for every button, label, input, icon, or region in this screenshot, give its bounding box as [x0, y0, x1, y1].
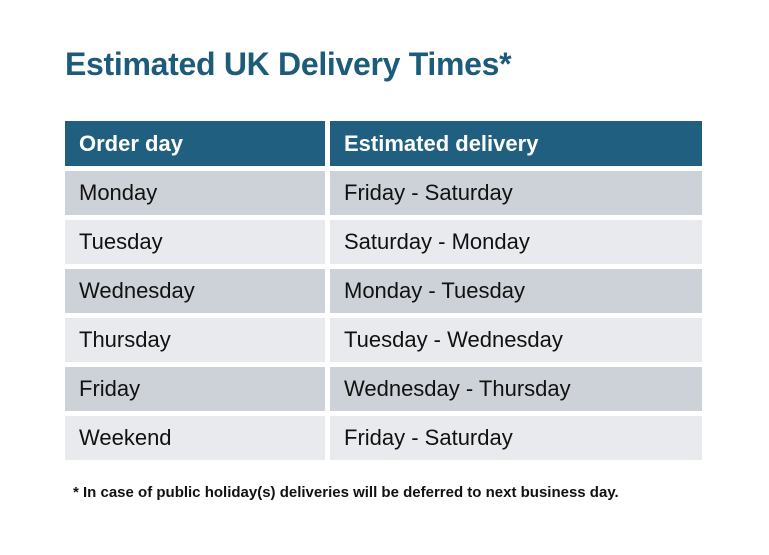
- table-cell-order-day: Wednesday: [65, 269, 325, 313]
- footnote: * In case of public holiday(s) deliverie…: [73, 484, 619, 501]
- column-header-order-day: Order day: [65, 121, 325, 166]
- table-cell-order-day: Monday: [65, 171, 325, 215]
- table-cell-estimated-delivery: Saturday - Monday: [330, 220, 702, 264]
- column-header-estimated-delivery: Estimated delivery: [330, 121, 702, 166]
- table-cell-estimated-delivery: Friday - Saturday: [330, 416, 702, 460]
- table-cell-estimated-delivery: Monday - Tuesday: [330, 269, 702, 313]
- table-cell-estimated-delivery: Friday - Saturday: [330, 171, 702, 215]
- table-cell-order-day: Tuesday: [65, 220, 325, 264]
- page-title: Estimated UK Delivery Times*: [65, 46, 512, 82]
- table-cell-estimated-delivery: Tuesday - Wednesday: [330, 318, 702, 362]
- table-cell-order-day: Friday: [65, 367, 325, 411]
- delivery-times-table: Order day Estimated delivery Monday Frid…: [65, 121, 702, 460]
- table-cell-order-day: Thursday: [65, 318, 325, 362]
- table-cell-order-day: Weekend: [65, 416, 325, 460]
- table-cell-estimated-delivery: Wednesday - Thursday: [330, 367, 702, 411]
